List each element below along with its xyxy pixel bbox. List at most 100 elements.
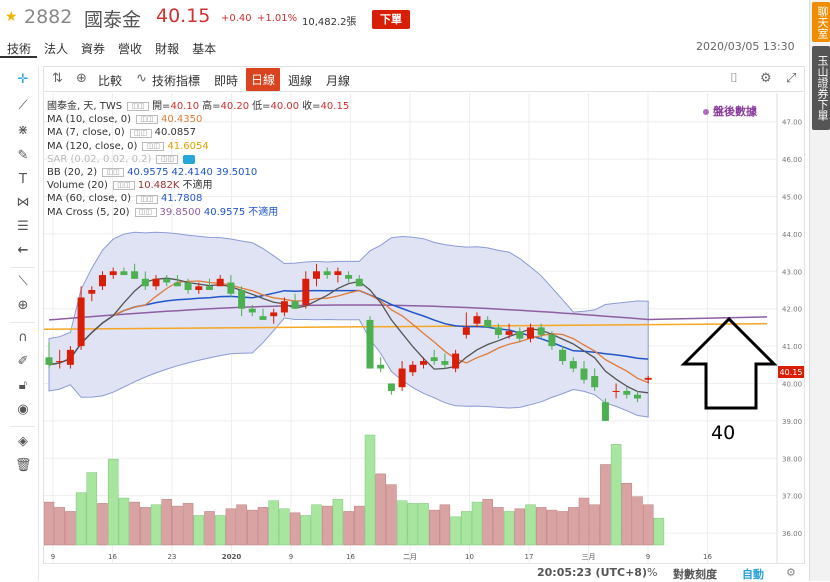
lock-drawing-icon[interactable]: ✐: [17, 354, 29, 369]
tab-institutional[interactable]: 法人: [44, 42, 69, 56]
broker-order-button[interactable]: 玉山證券下單: [812, 46, 830, 130]
trend-line-icon[interactable]: ⟋: [18, 98, 28, 113]
hidden-eye-icon[interactable]: [183, 154, 196, 164]
candle-body: [345, 275, 353, 279]
candle-body: [387, 383, 395, 391]
favorite-star-icon[interactable]: ★: [5, 9, 18, 25]
candle-body: [120, 271, 128, 276]
candle-body: [66, 349, 74, 365]
indicator-wave-icon[interactable]: ∿: [136, 71, 147, 86]
compare-plus-icon[interactable]: ⊕: [76, 71, 87, 86]
projection-tool-icon[interactable]: ☰: [17, 219, 29, 234]
stock-code: 2882: [24, 6, 73, 28]
tab-financials[interactable]: 財報: [155, 42, 180, 56]
volume-bar: [578, 497, 590, 546]
magnet-icon[interactable]: ∩: [18, 330, 28, 345]
candle-body: [131, 271, 139, 279]
candle-body: [173, 282, 181, 287]
volume-bar: [268, 500, 279, 546]
interval-monthly[interactable]: 月線: [326, 74, 351, 88]
settings-gear-icon[interactable]: ⚙: [760, 71, 772, 86]
time-tick-label: 16: [346, 553, 355, 561]
interval-weekly[interactable]: 週線: [288, 74, 313, 88]
volume-bar: [600, 464, 611, 546]
fullscreen-icon[interactable]: ⤢: [786, 71, 797, 86]
lock-icon[interactable]: 🔓︎: [18, 378, 28, 393]
volume-bar: [43, 501, 55, 546]
back-arrow-icon[interactable]: ←: [17, 243, 29, 258]
compare-button[interactable]: 比較: [98, 74, 123, 88]
candle-body: [227, 282, 235, 294]
candle-body: [99, 275, 106, 287]
scale-settings-gear-icon[interactable]: ⚙: [786, 566, 796, 579]
legend-controls-icon[interactable]: ◫◫: [142, 141, 165, 151]
brush-icon[interactable]: ✎: [17, 148, 29, 163]
layers-icon[interactable]: ◈: [18, 434, 28, 449]
volume-bar: [289, 512, 301, 546]
candle-body: [559, 349, 567, 362]
arrow-annotation-label: 40: [711, 422, 736, 444]
drawing-toolbar: ✛ ⟋ ⋇ ✎ T ⋈ ☰ ← ⟍ ⊕ ∩ ✐ 🔓︎ ◉ ◈ 🗑︎: [7, 66, 39, 581]
crosshair-icon[interactable]: ✛: [17, 72, 29, 87]
chatroom-button[interactable]: 聊天室: [812, 2, 830, 42]
volume-bar: [621, 483, 633, 546]
legend-controls-icon[interactable]: ◫◫: [136, 115, 159, 125]
ma60-value: 41.7808: [161, 193, 203, 205]
eye-icon[interactable]: ◉: [17, 402, 29, 417]
auto-scale-toggle[interactable]: 自動: [742, 568, 764, 581]
volume-bar: [182, 503, 194, 546]
price-chart-svg[interactable]: 47.00 46.00 45.00 44.00 43.00 42.00 41.00 40.00…: [43, 93, 806, 563]
chart-panel[interactable]: 47.00 46.00 45.00 44.00 43.00 42.00 41.00 40.00…: [43, 93, 805, 581]
volume-bar: [450, 516, 461, 546]
legend-controls-icon[interactable]: ◫◫: [134, 207, 157, 217]
fib-tool-icon[interactable]: ⋇: [17, 123, 29, 138]
volume-bar: [129, 501, 140, 546]
legend-controls-icon[interactable]: ◫◫: [156, 154, 179, 164]
price-tick-label: 39.00: [782, 418, 802, 426]
tab-margin[interactable]: 資券: [81, 42, 106, 56]
volume-bar: [525, 504, 536, 546]
volume-bar: [471, 501, 483, 546]
volume-bar: [86, 472, 98, 546]
up-arrow-icon: [680, 316, 778, 410]
legend-controls-icon[interactable]: ◫◫: [129, 128, 152, 138]
stock-price: 40.15: [156, 5, 211, 27]
legend-controls-icon[interactable]: ◫◫: [112, 181, 135, 191]
candle-body: [334, 271, 342, 276]
log-scale-toggle[interactable]: 對數刻度: [673, 568, 717, 581]
interval-daily[interactable]: 日線: [246, 68, 281, 91]
open-label: 開=: [152, 101, 171, 112]
compare-symbol-icon[interactable]: ⇅: [52, 71, 63, 86]
legend-controls-icon[interactable]: ◫◫: [102, 168, 125, 178]
tab-basics[interactable]: 基本: [192, 42, 217, 56]
interval-intraday[interactable]: 即時: [214, 74, 239, 88]
order-button[interactable]: 下單: [372, 10, 410, 29]
legend-controls-icon[interactable]: ◫◫: [136, 194, 159, 204]
volume-bar: [214, 515, 226, 546]
text-tool-icon[interactable]: T: [19, 172, 27, 187]
tab-revenue[interactable]: 營收: [118, 42, 143, 56]
bb-value-mid: 40.9575: [127, 167, 169, 179]
trash-icon[interactable]: 🗑︎: [15, 458, 32, 473]
percent-scale-toggle[interactable]: %: [647, 566, 658, 579]
candle-body: [377, 364, 385, 369]
volume-bar: [54, 507, 65, 546]
camera-icon[interactable]: ⌷: [730, 71, 738, 86]
legend-ma120: MA (120, close, 0) ◫◫ 41.6054: [47, 140, 352, 153]
candle-body: [77, 297, 85, 347]
volume-bar: [653, 517, 665, 546]
ruler-icon[interactable]: ⟍: [18, 274, 28, 289]
legend-main: 國泰金, 天, TWS ◫◫ 開= 40.10 高= 40.20 低= 40.00 收…: [47, 100, 352, 113]
bb-value-upper: 42.4140: [171, 167, 213, 179]
indicators-button[interactable]: 技術指標: [152, 74, 201, 88]
legend-controls-icon[interactable]: ◫◫: [127, 102, 150, 112]
volume-bar: [65, 511, 76, 546]
tab-technical[interactable]: 技術: [0, 38, 38, 58]
candle-body: [623, 390, 631, 395]
pattern-tool-icon[interactable]: ⋈: [16, 195, 30, 210]
zoom-in-icon[interactable]: ⊕: [17, 298, 29, 313]
volume-bar: [407, 503, 419, 546]
candle-body: [238, 289, 246, 309]
bollinger-mid-line: [48, 289, 649, 366]
volume-bar: [589, 504, 600, 546]
